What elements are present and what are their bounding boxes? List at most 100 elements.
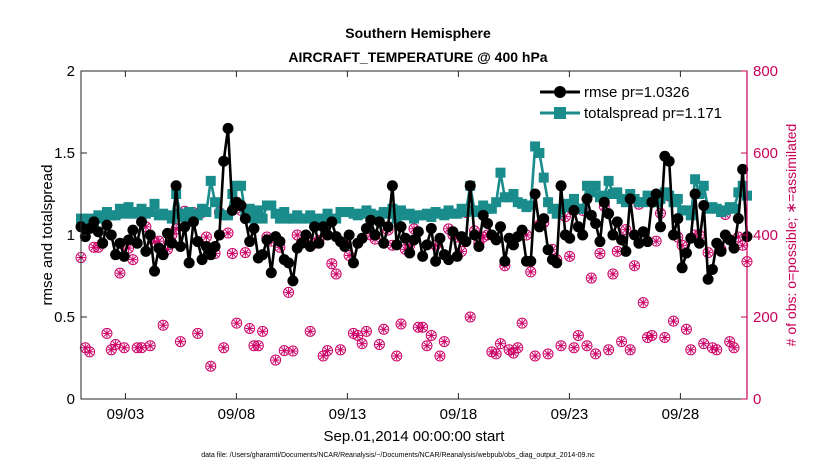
x-tick-label: 09/23 xyxy=(551,406,589,423)
data-file-footnote: data file: /Users/gharamti/Documents/NCA… xyxy=(201,452,595,459)
y-left-tick-label: 1 xyxy=(67,227,75,244)
assimilated-obs-point xyxy=(232,318,241,328)
chart-title: Southern Hemisphere xyxy=(345,25,491,41)
y-right-tick-label: 200 xyxy=(753,309,778,326)
totalspread-point xyxy=(274,213,285,224)
assimilated-obs-point xyxy=(120,343,129,352)
totalspread-point xyxy=(577,203,588,214)
totalspread-point xyxy=(586,187,597,198)
rmse-point xyxy=(373,216,385,228)
possible-obs-point xyxy=(218,342,230,354)
rmse-point xyxy=(417,250,429,262)
totalspread-point xyxy=(145,207,156,218)
totalspread-point xyxy=(279,207,290,218)
rmse-point xyxy=(391,239,403,251)
rmse-point xyxy=(611,216,623,228)
possible-obs-point xyxy=(226,247,238,259)
assimilated-obs-point xyxy=(712,345,721,354)
rmse-point xyxy=(525,255,537,267)
possible-obs-point xyxy=(421,340,433,352)
assimilated-obs-point xyxy=(613,247,622,256)
possible-obs-point xyxy=(356,338,368,350)
assimilated-obs-point xyxy=(496,339,505,348)
assimilated-obs-point xyxy=(327,259,337,268)
rmse-point xyxy=(624,193,636,205)
totalspread-point xyxy=(664,190,675,201)
assimilated-obs-point xyxy=(725,337,734,346)
rmse-point xyxy=(118,250,130,262)
rmse-point xyxy=(637,226,649,238)
possible-obs-point xyxy=(101,327,113,339)
legend-box xyxy=(530,78,742,130)
assimilated-obs-point xyxy=(509,348,518,358)
y-right-tick-label: 600 xyxy=(753,145,778,162)
rmse-point xyxy=(183,257,195,269)
totalspread-point xyxy=(569,193,580,204)
assimilated-obs-point xyxy=(435,351,445,361)
rmse-point xyxy=(581,193,593,205)
rmse-point xyxy=(572,221,584,233)
rmse-point xyxy=(477,209,489,221)
totalspread-point xyxy=(244,203,255,214)
rmse-point xyxy=(585,209,597,221)
totalspread-point xyxy=(119,208,130,219)
rmse-point xyxy=(174,240,186,252)
rmse-point xyxy=(577,229,589,241)
totalspread-point xyxy=(530,141,541,152)
possible-obs-point xyxy=(724,336,736,348)
legend-spread-marker xyxy=(554,107,566,119)
assimilated-obs-point xyxy=(353,331,362,340)
y-axis-left: 0 0.5 1 1.5 2 xyxy=(54,63,87,408)
possible-obs-point xyxy=(434,350,446,362)
assimilated-obs-point xyxy=(81,343,90,352)
totalspread-point xyxy=(166,213,177,224)
assimilated-obs-point xyxy=(699,339,708,348)
rmse-point xyxy=(494,221,506,233)
assimilated-obs-point xyxy=(206,362,215,371)
rmse-point xyxy=(676,262,688,274)
rmse-point xyxy=(443,254,455,266)
rmse-point xyxy=(594,236,606,248)
y-right-tick-label: 800 xyxy=(753,63,778,80)
totalspread-point xyxy=(205,175,216,186)
possible-obs-point xyxy=(555,340,567,352)
assimilated-obs-point xyxy=(556,341,566,350)
possible-obs-point xyxy=(378,323,390,335)
assimilated-obs-point xyxy=(565,252,574,261)
totalspread-point xyxy=(460,207,471,218)
assimilated-obs-point xyxy=(331,269,341,279)
rmse-point xyxy=(365,214,377,226)
assimilated-obs-point xyxy=(323,346,332,355)
rmse-point xyxy=(633,237,645,249)
totalspread-point xyxy=(236,180,247,191)
totalspread-point xyxy=(612,187,623,198)
assimilated-obs-point xyxy=(669,316,678,326)
rmse-point xyxy=(499,255,511,267)
possible-obs-point xyxy=(581,340,593,352)
assimilated-obs-point xyxy=(111,340,120,349)
y-left-tick-label: 0.5 xyxy=(54,309,75,326)
assimilated-obs-point xyxy=(608,269,618,279)
rmse-point xyxy=(408,234,420,246)
assimilated-obs-point xyxy=(241,248,250,257)
rmse-point xyxy=(339,240,351,252)
totalspread-point xyxy=(672,193,683,204)
rmse-point xyxy=(551,257,563,269)
possible-obs-point xyxy=(512,342,524,354)
rmse-point xyxy=(317,221,329,233)
possible-obs-point xyxy=(529,350,541,362)
rmse-point xyxy=(724,234,736,246)
totalspread-point xyxy=(266,200,277,211)
totalspread-point xyxy=(508,189,519,199)
rmse-point xyxy=(533,221,545,233)
rmse-point xyxy=(412,226,424,238)
possible-obs-point xyxy=(373,338,385,350)
rmse-point xyxy=(326,216,338,228)
rmse-point xyxy=(642,236,654,248)
rmse-point xyxy=(274,236,286,248)
possible-obs-point xyxy=(624,344,636,356)
possible-obs-point xyxy=(572,329,584,341)
assimilated-obs-point xyxy=(491,349,501,359)
assimilated-obs-point xyxy=(440,337,449,346)
totalspread-point xyxy=(210,197,221,208)
